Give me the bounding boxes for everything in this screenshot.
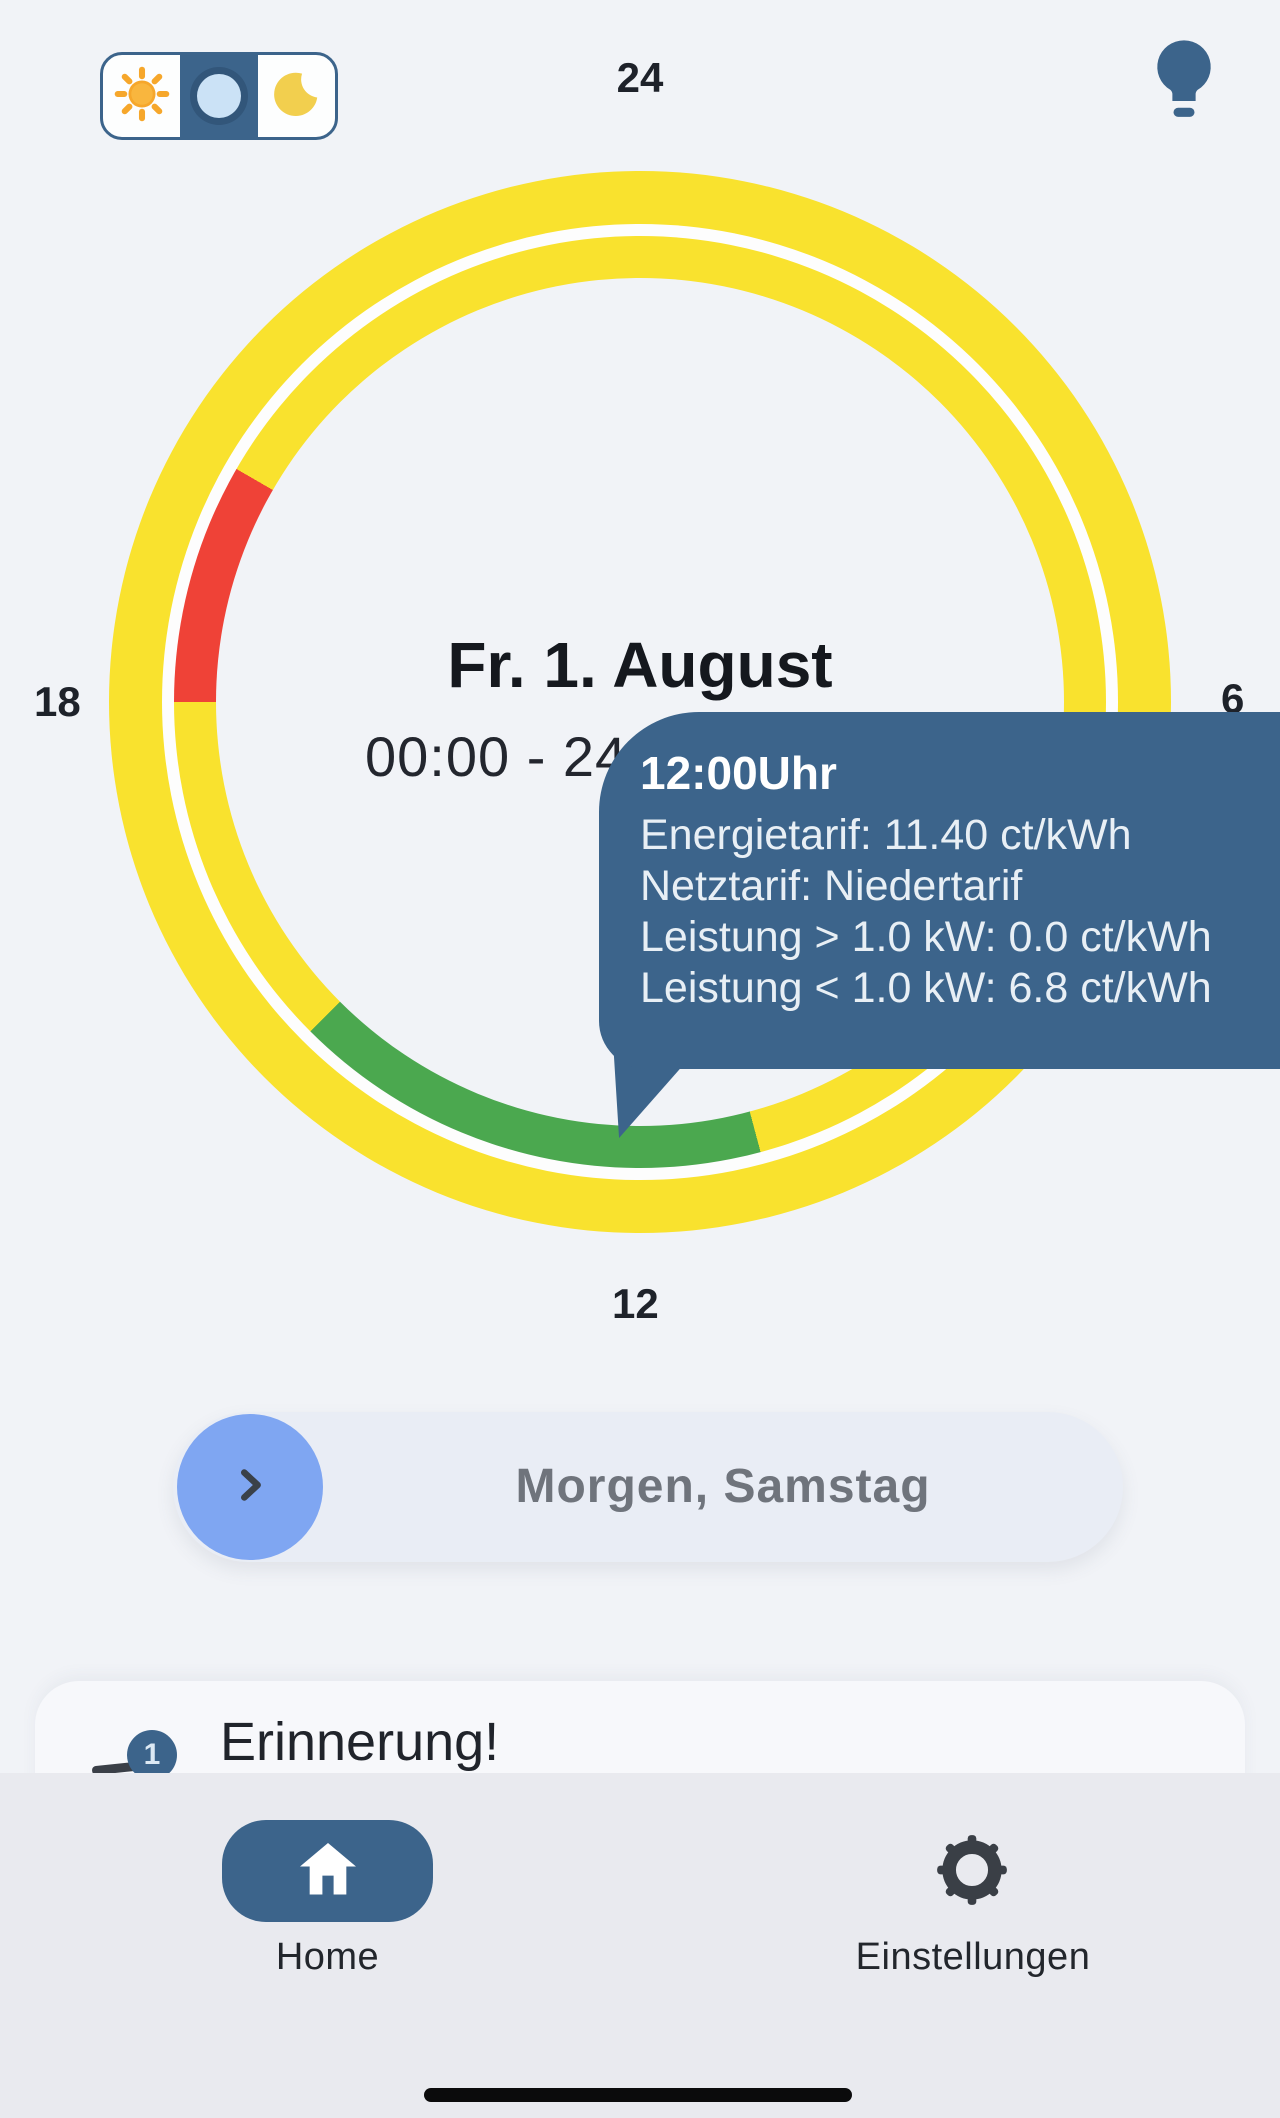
home-indicator: [424, 2088, 852, 2102]
hour-label-24: 24: [616, 54, 664, 101]
auto-mode-button[interactable]: [180, 55, 258, 137]
tip-button[interactable]: [1146, 34, 1222, 130]
hour-label-18: 18: [34, 678, 81, 725]
tariff-tooltip: 12:00Uhr Energietarif: 11.40 ct/kWh Netz…: [599, 712, 1280, 1069]
tooltip-grid-tariff: Netztarif: Niedertarif: [640, 862, 1023, 910]
reminder-title: Erinnerung!: [220, 1712, 500, 1772]
sun-icon: [114, 66, 170, 127]
nav-item-settings[interactable]: [935, 1833, 1009, 1907]
bottom-nav: Home Einstellung: [0, 1773, 1280, 2118]
lightbulb-icon: [1150, 35, 1218, 130]
gear-icon: [935, 1835, 1009, 1911]
home-icon: [297, 1841, 359, 1902]
nav-label-home[interactable]: Home: [275, 1936, 380, 1978]
nav-item-home[interactable]: [222, 1820, 433, 1922]
notification-badge: 1: [127, 1730, 177, 1780]
chevron-right-icon: [227, 1462, 273, 1513]
date-title: Fr. 1. August: [447, 629, 833, 701]
badge-count: 1: [143, 1738, 161, 1771]
nav-label-settings[interactable]: Einstellungen: [855, 1936, 1091, 1978]
day-mode-button[interactable]: [103, 55, 180, 137]
tomorrow-label: Morgen, Samstag: [515, 1460, 931, 1513]
moon-icon: [270, 68, 322, 125]
tooltip-power-above: Leistung > 1.0 kW: 0.0 ct/kWh: [640, 913, 1212, 961]
auto-mode-icon: [196, 74, 241, 118]
hour-label-6: 6: [1221, 675, 1245, 722]
tooltip-time: 12:00Uhr: [640, 747, 837, 799]
tooltip-energy-tariff: Energietarif: 11.40 ct/kWh: [640, 811, 1132, 859]
display-mode-toggle[interactable]: [100, 52, 338, 140]
night-mode-button[interactable]: [258, 55, 335, 137]
tomorrow-chevron-circle[interactable]: [177, 1414, 323, 1560]
tomorrow-button[interactable]: Morgen, Samstag: [173, 1412, 1123, 1562]
hour-label-12: 12: [612, 1280, 659, 1327]
tooltip-power-below: Leistung < 1.0 kW: 6.8 ct/kWh: [640, 964, 1212, 1012]
